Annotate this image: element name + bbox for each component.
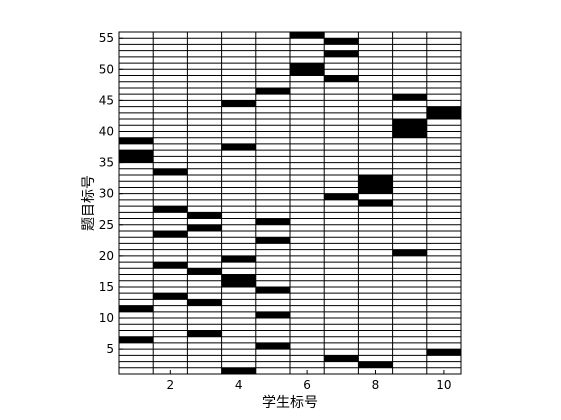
cell-student-9-question-42 xyxy=(392,119,427,126)
y-tick-label: 30 xyxy=(99,187,114,201)
cell-student-5-question-26 xyxy=(255,218,290,225)
cell-student-1-question-12 xyxy=(119,305,154,312)
cell-student-4-question-20 xyxy=(221,255,256,263)
cell-student-8-question-31 xyxy=(358,187,393,194)
cell-student-4-question-38 xyxy=(221,143,256,151)
cell-student-9-question-41 xyxy=(392,125,427,132)
y-axis-label: 题目标号 xyxy=(81,175,97,231)
cell-student-2-question-28 xyxy=(153,206,188,213)
cell-student-7-question-30 xyxy=(324,193,359,200)
cell-student-9-question-46 xyxy=(392,94,427,101)
y-tick-label: 45 xyxy=(99,93,114,107)
cell-student-6-question-51 xyxy=(290,63,325,70)
cell-student-2-question-14 xyxy=(153,293,188,300)
cell-student-6-question-56 xyxy=(290,32,325,39)
y-tick-label: 5 xyxy=(106,342,114,356)
cell-student-2-question-34 xyxy=(153,168,188,176)
x-axis-label: 学生标号 xyxy=(262,395,318,411)
cell-student-9-question-40 xyxy=(392,131,427,138)
cell-student-5-question-23 xyxy=(255,237,290,244)
cell-student-3-question-8 xyxy=(187,330,222,337)
y-tick-label: 55 xyxy=(99,31,114,45)
cell-student-8-question-32 xyxy=(358,181,393,188)
cell-student-7-question-53 xyxy=(324,50,359,57)
x-tick-label: 2 xyxy=(166,378,174,392)
x-axis-ticks: 2 4 6 8 10 xyxy=(166,370,452,392)
cell-student-4-question-16 xyxy=(221,280,256,287)
cell-student-10-question-5 xyxy=(426,349,461,356)
x-tick-label: 6 xyxy=(303,378,311,392)
cell-student-2-question-24 xyxy=(153,230,188,238)
cell-student-1-question-7 xyxy=(119,336,154,343)
cell-student-5-question-47 xyxy=(255,87,290,95)
cell-student-2-question-19 xyxy=(153,262,188,269)
cell-student-10-question-43 xyxy=(426,112,461,120)
x-tick-label: 10 xyxy=(436,378,451,392)
cell-student-8-question-3 xyxy=(358,361,393,368)
cell-student-3-question-27 xyxy=(187,212,222,219)
y-tick-label: 35 xyxy=(99,156,114,170)
grid-lines xyxy=(118,31,462,375)
cell-student-1-question-37 xyxy=(119,150,154,157)
cell-student-7-question-4 xyxy=(324,355,359,362)
x-tick-label: 8 xyxy=(372,378,380,392)
cell-student-3-question-18 xyxy=(187,268,222,275)
plot-frame xyxy=(118,31,462,375)
y-tick-label: 40 xyxy=(99,124,114,138)
cell-student-9-question-21 xyxy=(392,249,427,256)
cell-student-8-question-33 xyxy=(358,175,393,182)
cell-student-5-question-15 xyxy=(255,286,290,294)
cell-student-8-question-29 xyxy=(358,199,393,207)
cell-student-3-question-25 xyxy=(187,224,222,231)
cell-student-1-question-39 xyxy=(119,137,154,144)
cell-student-10-question-44 xyxy=(426,106,461,113)
cell-student-4-question-17 xyxy=(221,274,256,281)
y-tick-label: 50 xyxy=(99,62,114,76)
cell-student-5-question-11 xyxy=(255,311,290,319)
cell-student-1-question-36 xyxy=(119,156,154,163)
y-tick-label: 15 xyxy=(99,280,114,294)
cell-student-6-question-50 xyxy=(290,69,325,76)
cell-student-7-question-55 xyxy=(324,38,359,45)
x-tick-label: 4 xyxy=(235,378,243,392)
y-tick-label: 20 xyxy=(99,249,114,263)
y-tick-label: 25 xyxy=(99,218,114,232)
cell-student-4-question-45 xyxy=(221,100,256,107)
cell-student-5-question-6 xyxy=(255,342,290,350)
y-axis-ticks: 5 10 15 20 25 30 35 40 45 50 55 xyxy=(99,31,123,356)
cell-student-7-question-49 xyxy=(324,75,359,82)
heatmap-cells xyxy=(119,32,461,374)
y-tick-label: 10 xyxy=(99,311,114,325)
cell-student-3-question-13 xyxy=(187,299,222,306)
